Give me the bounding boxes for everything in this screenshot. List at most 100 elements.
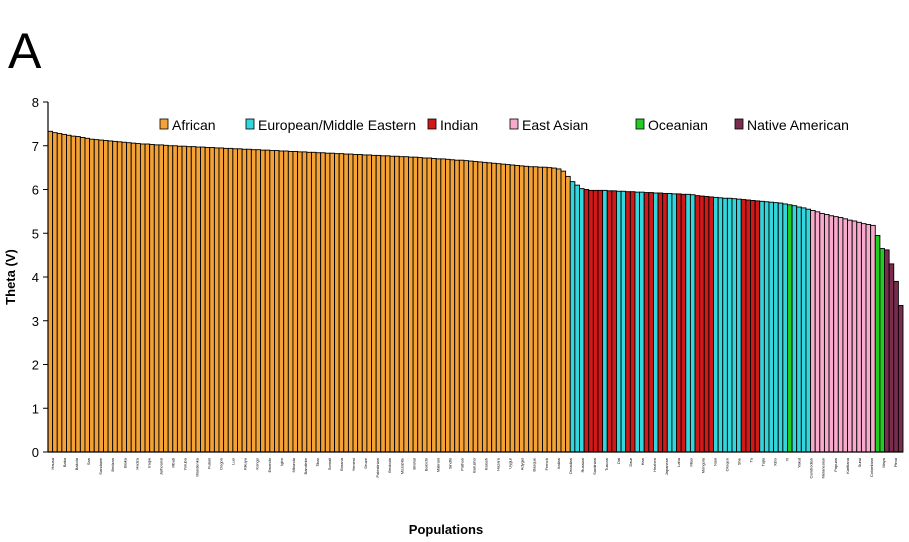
bar (842, 218, 848, 453)
category-label: Melanesian (821, 458, 826, 478)
bar (643, 192, 650, 453)
bar (384, 155, 391, 453)
y-tick-label: 8 (32, 95, 39, 110)
legend-swatch (245, 118, 255, 130)
category-label: Hezhen (652, 458, 657, 472)
bar (260, 149, 266, 453)
bar (431, 157, 437, 453)
bar (703, 196, 710, 453)
bar (819, 213, 825, 453)
bar (523, 165, 530, 453)
bar (227, 147, 234, 453)
bar (699, 195, 705, 453)
category-label: Naxi (712, 458, 717, 466)
category-label: Sandawe (98, 457, 103, 474)
bar (528, 166, 534, 453)
bar (629, 191, 636, 453)
bar (491, 162, 497, 453)
category-label: Japanese (664, 457, 669, 475)
category-label: Oroqen (724, 458, 729, 471)
bar (847, 219, 853, 453)
legend-label: African (172, 117, 216, 133)
category-label: Bakola (74, 457, 79, 470)
category-label: Adygei (520, 458, 525, 470)
bar (181, 145, 188, 453)
bars (47, 130, 904, 453)
bar (616, 190, 622, 453)
bar (565, 175, 571, 453)
category-label: Miao (688, 457, 693, 466)
bar (324, 152, 331, 453)
bar (158, 144, 164, 453)
bar (70, 135, 77, 453)
category-label: Tuscan (604, 458, 609, 471)
bar (375, 154, 382, 453)
category-label: Pima (893, 457, 898, 467)
bar (371, 154, 377, 453)
bar (750, 199, 756, 453)
bar (837, 217, 844, 453)
bar (639, 191, 645, 453)
bar (833, 216, 839, 453)
bar (435, 158, 442, 453)
y-tick-label: 5 (32, 226, 39, 241)
bar (468, 160, 474, 453)
bar (731, 198, 738, 453)
bar (574, 184, 580, 453)
category-label: Hausa (50, 457, 55, 469)
bar (620, 190, 627, 453)
bar (347, 153, 354, 453)
bar (223, 147, 229, 453)
legend-label: Oceanian (648, 117, 708, 133)
bar (213, 147, 220, 453)
bar (186, 146, 192, 453)
bar (662, 192, 668, 453)
bar (107, 140, 114, 453)
bar (209, 147, 215, 453)
y-tick-label: 7 (32, 139, 39, 154)
bar (61, 133, 67, 453)
category-label: Burusho (472, 457, 477, 473)
bar (546, 167, 553, 453)
y-tick-label: 6 (32, 183, 39, 198)
category-label: Kikuyu (243, 458, 248, 470)
category-label: Cambodian (809, 458, 814, 478)
category-label: Balochi (423, 458, 428, 471)
category-label: Yemeni (351, 458, 356, 471)
bar (745, 199, 751, 453)
bar (153, 144, 160, 453)
bar (754, 200, 761, 453)
legend: African European/Middle Eastern Indian East… (159, 117, 849, 133)
bar (648, 192, 654, 453)
bar (736, 198, 742, 453)
bar (782, 203, 788, 453)
category-label: Iraqw (146, 458, 151, 468)
y-tick-label: 3 (32, 314, 39, 329)
category-label: Tikar (315, 457, 320, 466)
bar (689, 194, 696, 453)
bar (879, 248, 885, 453)
bar (481, 161, 488, 453)
bar (717, 197, 724, 453)
bar (426, 157, 433, 453)
bar (722, 197, 728, 453)
bar (597, 189, 604, 453)
axes (47, 102, 903, 453)
bar (657, 192, 664, 453)
bar (787, 204, 793, 453)
bar (560, 170, 567, 453)
bar (172, 145, 178, 453)
category-label: Basque (532, 457, 537, 471)
bar (445, 158, 451, 453)
bar (759, 200, 765, 453)
category-label: Russian (580, 458, 585, 472)
category-label: Mbundu (291, 458, 296, 472)
bar (269, 150, 275, 453)
bar (190, 146, 197, 453)
bar (237, 148, 243, 453)
category-label: She (736, 457, 741, 465)
category-label: Dogon (219, 458, 224, 470)
bar (116, 141, 123, 453)
bar (283, 150, 289, 453)
